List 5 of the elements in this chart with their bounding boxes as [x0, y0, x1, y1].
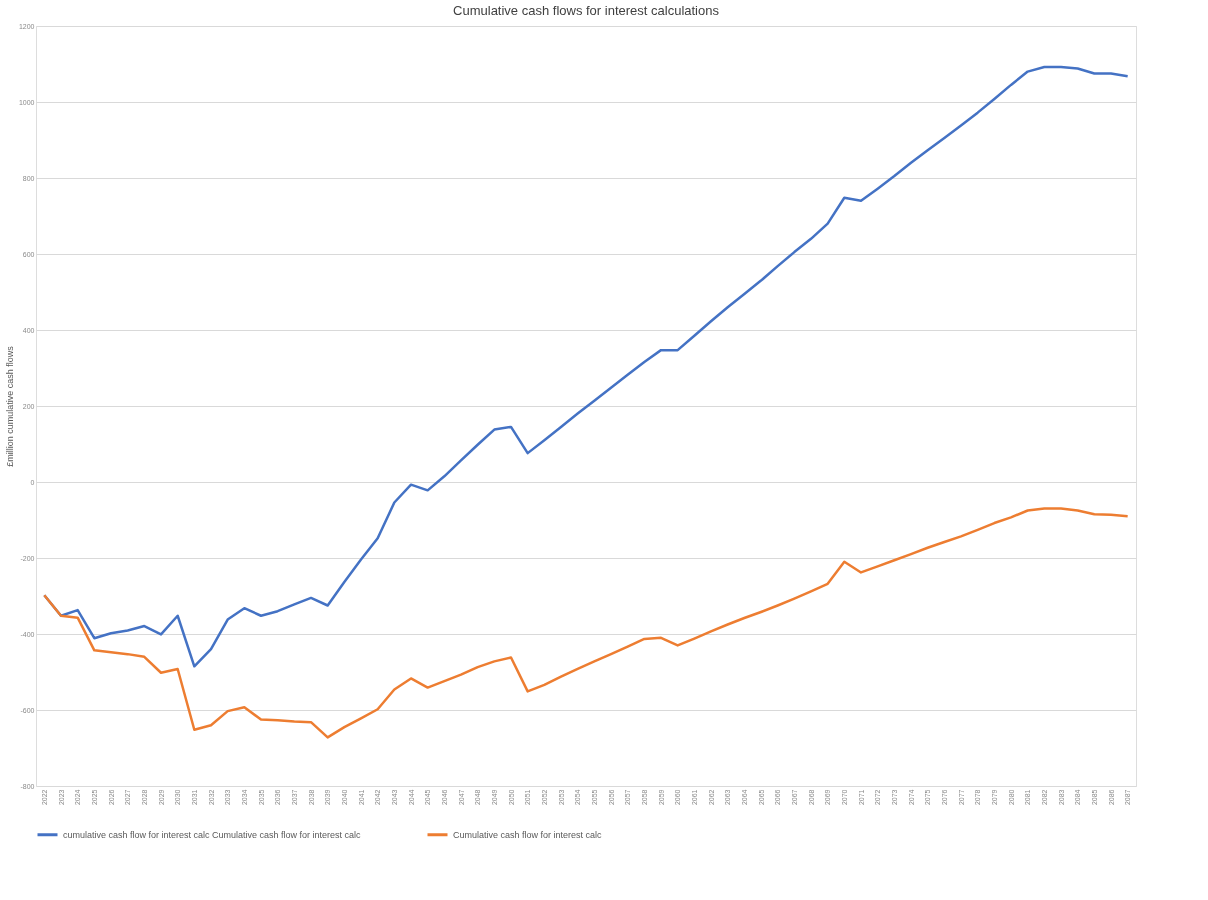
chart-title: Cumulative cash flows for interest calculations	[453, 3, 720, 18]
y-axis-title: £million cumulative cash flows	[4, 345, 15, 467]
legend-label: cumulative cash flow for interest calc Cumulative cash flow for interest calc	[63, 829, 362, 840]
line-series	[43, 507, 1129, 739]
legend-label: Cumulative cash flow for interest calc	[453, 829, 603, 840]
